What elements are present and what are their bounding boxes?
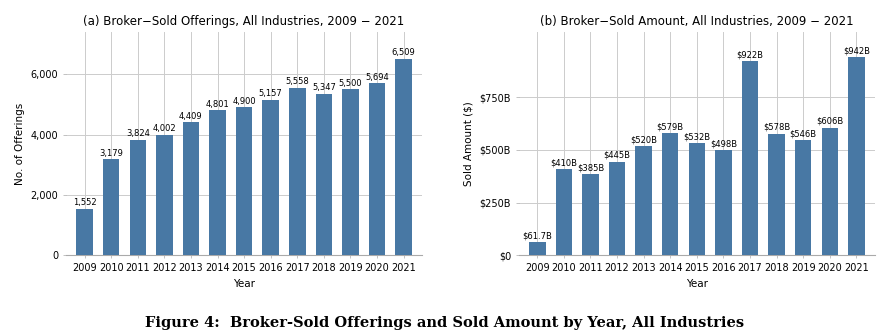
- Text: $546B: $546B: [789, 130, 817, 139]
- Text: 6,509: 6,509: [392, 48, 416, 57]
- Text: 5,500: 5,500: [339, 79, 362, 88]
- Text: $579B: $579B: [657, 123, 684, 132]
- Bar: [582, 174, 599, 255]
- Bar: [555, 169, 572, 255]
- Text: $942B: $942B: [843, 46, 870, 55]
- Text: $578B: $578B: [763, 123, 790, 132]
- Text: 5,157: 5,157: [259, 89, 283, 98]
- Bar: [529, 243, 546, 255]
- Text: $520B: $520B: [630, 135, 657, 144]
- Bar: [316, 94, 332, 255]
- Bar: [289, 87, 305, 255]
- Bar: [343, 89, 359, 255]
- Text: Figure 4:  Broker-Sold Offerings and Sold Amount by Year, All Industries: Figure 4: Broker-Sold Offerings and Sold…: [145, 316, 745, 330]
- Text: $61.7B: $61.7B: [522, 232, 552, 241]
- Bar: [821, 128, 838, 255]
- Text: $385B: $385B: [577, 164, 604, 173]
- Text: 4,002: 4,002: [152, 124, 176, 133]
- Text: $498B: $498B: [710, 140, 737, 149]
- Title: (b) Broker−Sold Amount, All Industries, 2009 − 2021: (b) Broker−Sold Amount, All Industries, …: [540, 15, 854, 28]
- Text: $410B: $410B: [550, 158, 578, 167]
- Bar: [263, 100, 279, 255]
- Text: $606B: $606B: [816, 117, 844, 126]
- Text: $445B: $445B: [603, 151, 630, 160]
- Bar: [635, 146, 651, 255]
- Text: $922B: $922B: [737, 50, 764, 59]
- X-axis label: Year: Year: [233, 279, 255, 289]
- Y-axis label: No. of Offerings: No. of Offerings: [15, 103, 25, 185]
- Bar: [795, 140, 812, 255]
- Bar: [236, 108, 253, 255]
- Text: 3,824: 3,824: [125, 129, 150, 138]
- Bar: [716, 150, 732, 255]
- Bar: [741, 61, 758, 255]
- Text: 1,552: 1,552: [73, 198, 96, 207]
- Title: (a) Broker−Sold Offerings, All Industries, 2009 − 2021: (a) Broker−Sold Offerings, All Industrie…: [84, 15, 405, 28]
- X-axis label: Year: Year: [686, 279, 708, 289]
- Y-axis label: Sold Amount ($): Sold Amount ($): [464, 101, 474, 186]
- Bar: [130, 140, 146, 255]
- Bar: [368, 83, 385, 255]
- Bar: [103, 159, 119, 255]
- Text: $532B: $532B: [684, 133, 710, 142]
- Text: 5,347: 5,347: [312, 83, 336, 92]
- Bar: [848, 57, 864, 255]
- Text: 5,558: 5,558: [286, 77, 309, 86]
- Bar: [768, 134, 785, 255]
- Text: 3,179: 3,179: [99, 149, 123, 158]
- Text: 4,409: 4,409: [179, 112, 203, 120]
- Bar: [662, 133, 678, 255]
- Bar: [156, 135, 173, 255]
- Bar: [395, 59, 412, 255]
- Text: 4,900: 4,900: [232, 97, 256, 106]
- Text: 5,694: 5,694: [365, 73, 389, 82]
- Text: 4,801: 4,801: [206, 100, 230, 109]
- Bar: [689, 143, 705, 255]
- Bar: [182, 122, 199, 255]
- Bar: [209, 111, 226, 255]
- Bar: [609, 162, 626, 255]
- Bar: [77, 209, 93, 255]
